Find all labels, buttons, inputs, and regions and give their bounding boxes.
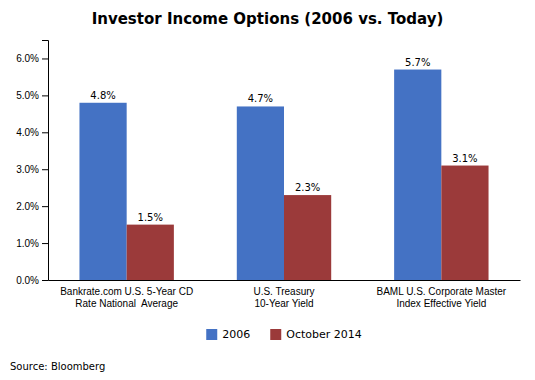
data-label: 1.5% — [138, 212, 163, 223]
y-tick-mark — [42, 132, 48, 133]
annotation: Source: Bloomberg — [10, 361, 105, 372]
legend-item: 2006 — [206, 328, 250, 341]
y-tick: 1.0% — [16, 238, 48, 249]
y-tick: 3.0% — [16, 164, 48, 175]
x-tick-label: U.S. Treasury10-Year Yield — [253, 286, 314, 309]
legend-item: October 2014 — [270, 328, 362, 341]
y-tick-label: 4.0% — [16, 127, 39, 138]
y-tick-label: 1.0% — [16, 238, 39, 249]
y-tick-mark — [42, 280, 48, 281]
x-tick-label-line: 10-Year Yield — [254, 298, 313, 309]
legend-label: 2006 — [222, 328, 250, 341]
title: Investor Income Options (2006 vs. Today) — [92, 10, 444, 28]
y-tick-label: 3.0% — [16, 164, 39, 175]
x-tick: U.S. Treasury10-Year Yield — [253, 280, 314, 309]
data-label: 4.7% — [248, 93, 273, 104]
legend-label: October 2014 — [286, 328, 362, 341]
bar — [127, 225, 174, 280]
y-tick-label: 6.0% — [16, 53, 39, 64]
y-tick-label: 0.0% — [16, 275, 39, 286]
legend-swatch — [206, 329, 217, 340]
bar — [284, 195, 331, 280]
x-axis: Bankrate.com U.S. 5-Year CDRate National… — [49, 280, 521, 309]
bar — [79, 103, 126, 280]
bar — [394, 70, 441, 280]
data-label: 5.7% — [405, 57, 430, 68]
y-tick-mark — [42, 206, 48, 207]
x-tick: BAML U.S. Corporate MasterIndex Effectiv… — [376, 280, 506, 309]
x-tick-label: Bankrate.com U.S. 5-Year CDRate National… — [60, 286, 193, 309]
plot-area: 0.0% 1.0% 2.0% 3.0% 4.0% 5.0% 6.0% Bankrate.com… — [16, 41, 520, 310]
x-tick-label: BAML U.S. Corporate MasterIndex Effectiv… — [376, 286, 506, 309]
legend-swatch — [270, 329, 281, 340]
bars — [79, 70, 488, 280]
x-tick: Bankrate.com U.S. 5-Year CDRate National… — [60, 280, 193, 309]
chart: 0.0% 1.0% 2.0% 3.0% 4.0% 5.0% 6.0% Bankrate.com… — [0, 0, 535, 380]
y-tick-label: 2.0% — [16, 201, 39, 212]
y-tick: 0.0% — [16, 275, 48, 286]
y-axis-line — [42, 41, 49, 281]
data-label: 3.1% — [452, 153, 477, 164]
y-tick-label: 5.0% — [16, 90, 39, 101]
y-tick: 4.0% — [16, 127, 48, 138]
x-axis-line — [49, 280, 521, 281]
bar — [237, 106, 284, 280]
x-tick-label-line: Rate National Average — [75, 298, 178, 309]
y-tick: 2.0% — [16, 201, 48, 212]
y-tick-mark — [42, 95, 48, 96]
data-labels: 4.8% 4.7% 5.7% 1.5% 2.3% 3.1% — [90, 57, 477, 223]
x-tick-label-line: BAML U.S. Corporate Master — [376, 286, 506, 297]
x-tick-label-line: Bankrate.com U.S. 5-Year CD — [60, 286, 193, 297]
y-tick: 6.0% — [16, 53, 48, 64]
y-axis: 0.0% 1.0% 2.0% 3.0% 4.0% 5.0% 6.0% — [16, 41, 48, 286]
legend: 2006 October 2014 — [206, 328, 362, 341]
x-tick-label-line: Index Effective Yield — [396, 298, 486, 309]
bar — [441, 166, 488, 280]
y-tick-mark — [42, 58, 48, 59]
data-label: 2.3% — [295, 182, 320, 193]
y-tick-mark — [42, 243, 48, 244]
data-label: 4.8% — [90, 90, 115, 101]
x-tick-label-line: U.S. Treasury — [253, 286, 314, 297]
y-tick-mark — [42, 169, 48, 170]
y-tick: 5.0% — [16, 90, 48, 101]
